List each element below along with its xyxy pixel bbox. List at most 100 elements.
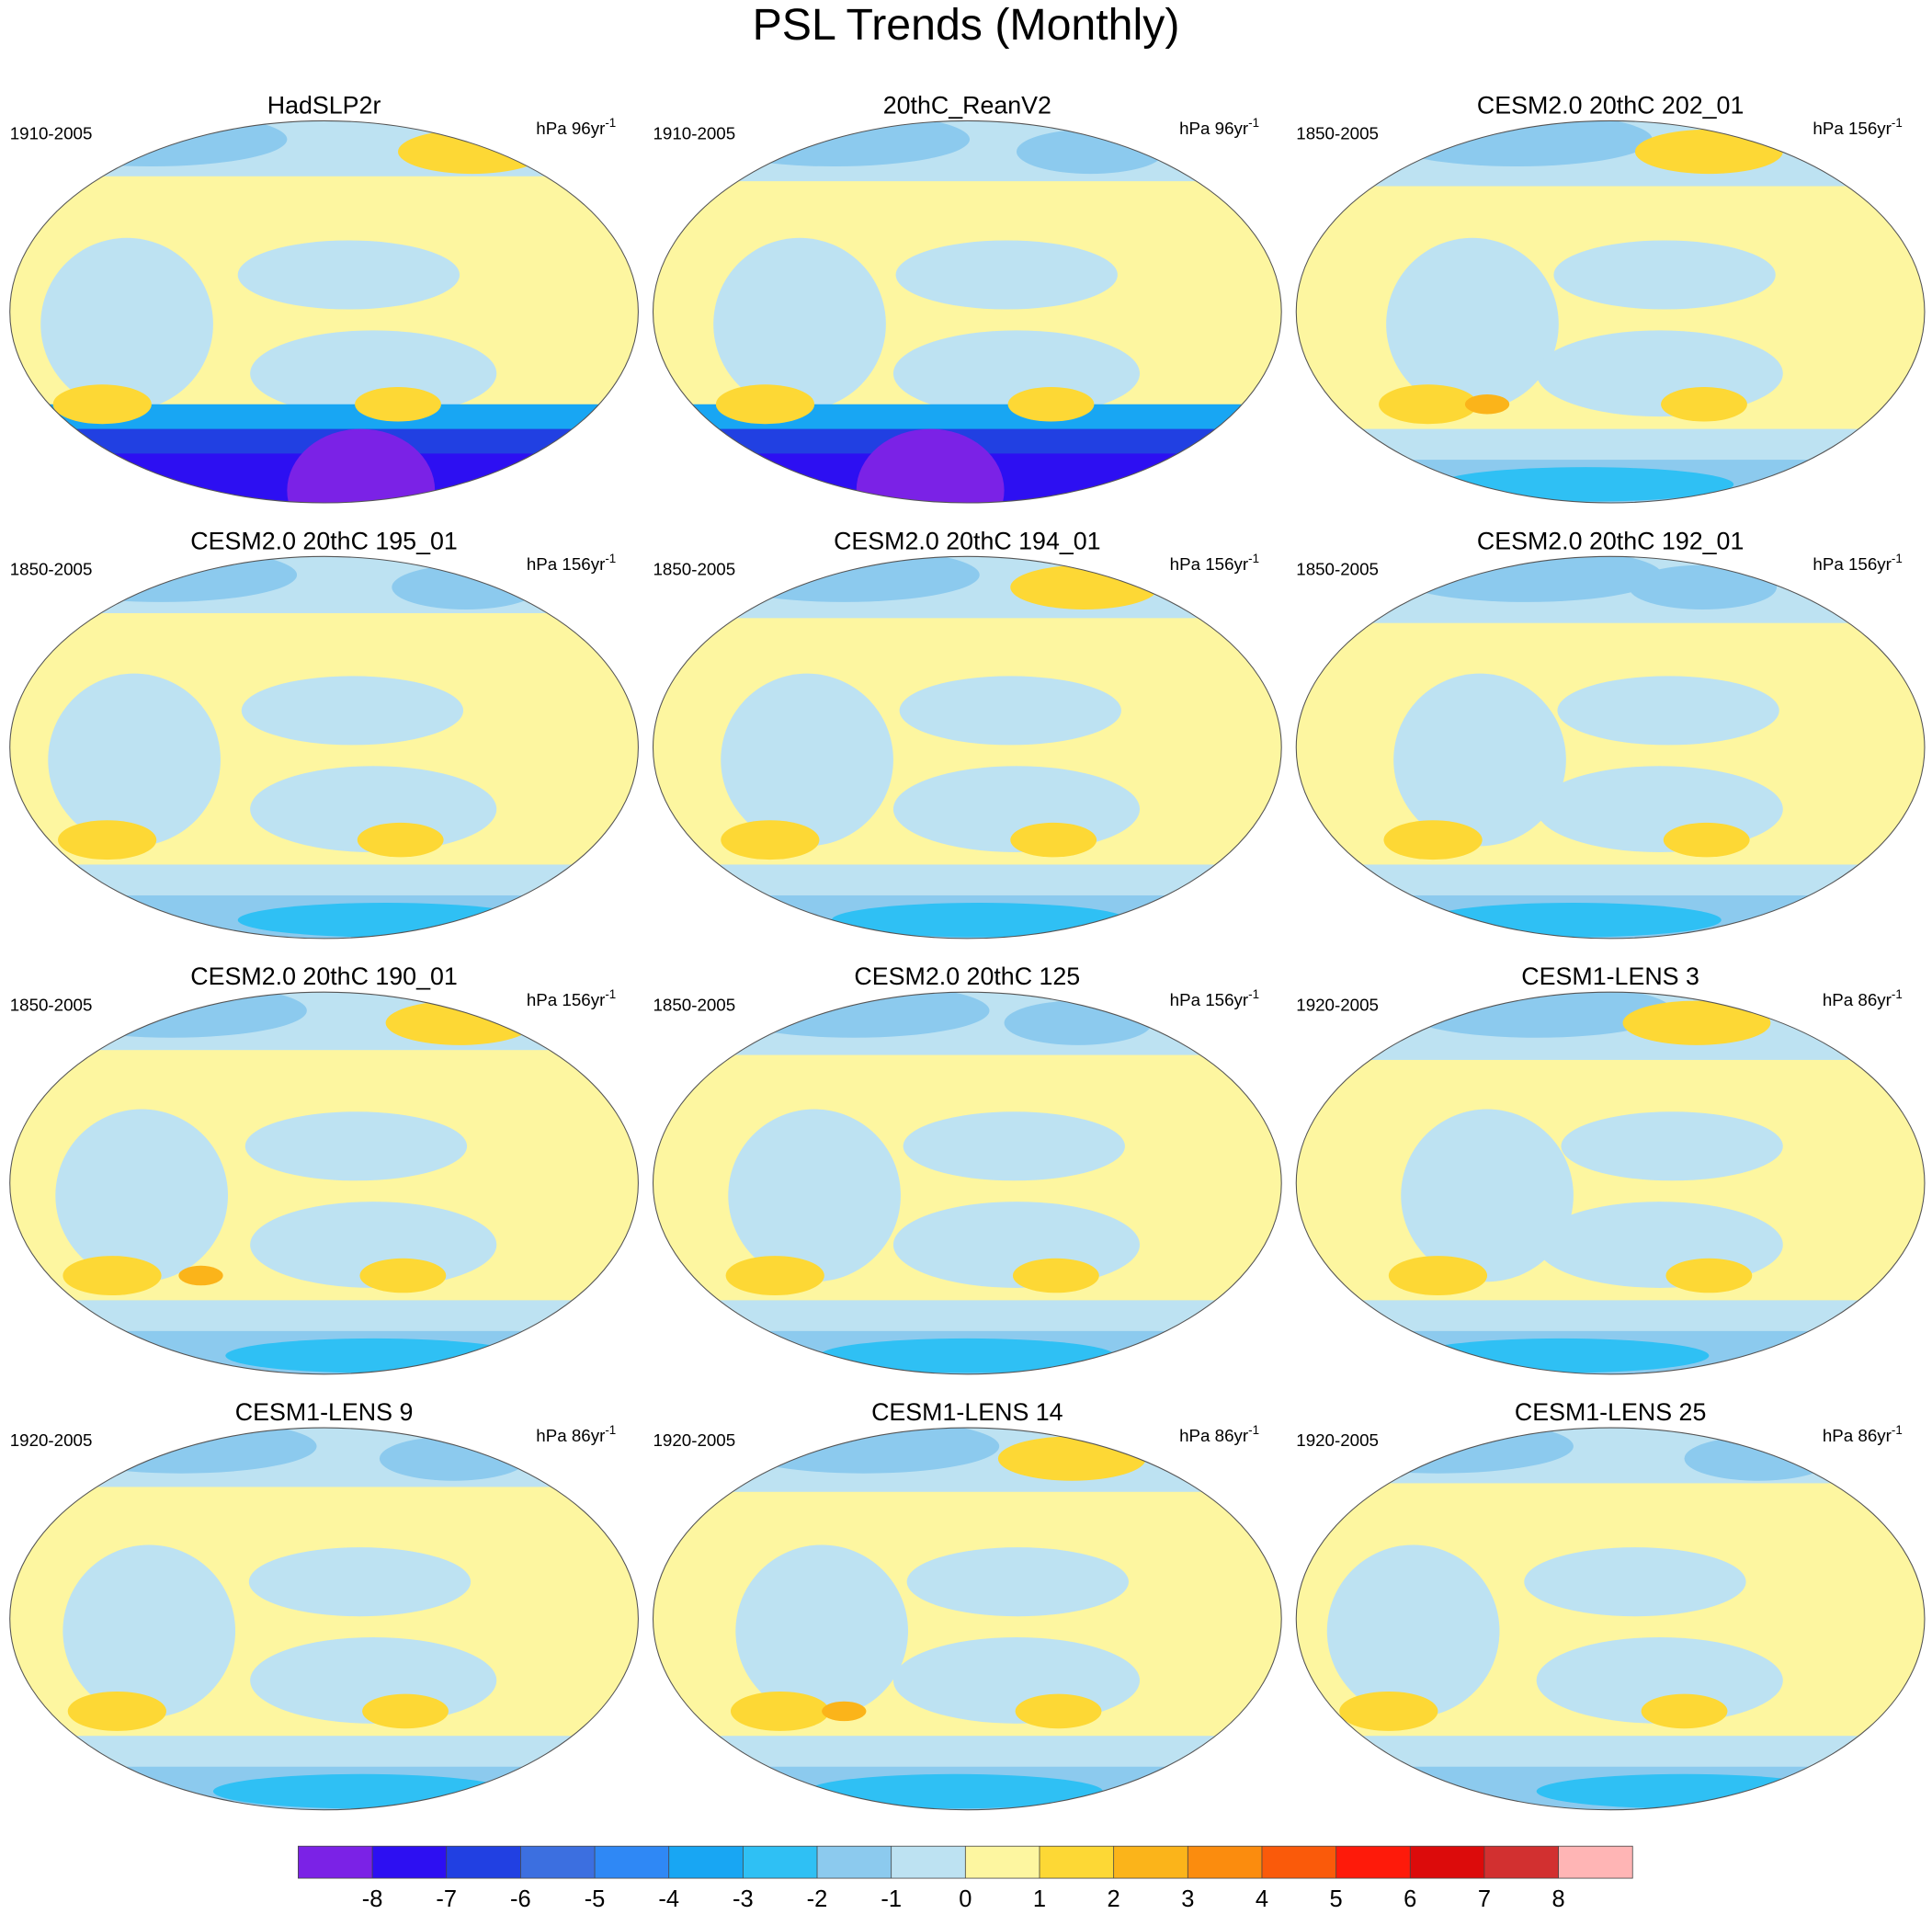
mid-blob	[1386, 237, 1559, 411]
colorbar-label: -2	[807, 1886, 828, 1912]
mid-blob	[906, 1547, 1129, 1617]
colorbar-cell	[1113, 1846, 1188, 1879]
map-panel: CESM2.0 20thC 125 1850-2005 hPa 156yr-1	[652, 963, 1282, 1375]
colorbar-label: -8	[362, 1886, 383, 1912]
mid-blob	[237, 240, 460, 310]
map	[1296, 992, 1925, 1374]
south-blob	[63, 1256, 162, 1295]
map-outline	[652, 120, 1282, 504]
north-blob	[699, 120, 971, 167]
units-text: hPa 156yr	[527, 554, 605, 574]
map-panel: HadSLP2r 1910-2005 hPa 96yr-1	[9, 91, 639, 504]
units-text: hPa 96yr	[536, 119, 605, 138]
south-blob	[715, 384, 815, 425]
mid-blob	[244, 1111, 468, 1181]
north-blob	[1634, 129, 1783, 175]
south-blob	[357, 822, 444, 858]
panel-title: CESM1-LENS 3	[1521, 963, 1699, 990]
units-sup: -1	[605, 552, 616, 565]
colorbar-cell	[965, 1846, 1040, 1879]
north-blob	[1622, 1000, 1771, 1045]
mid-blob	[1524, 1547, 1746, 1617]
map-outline	[9, 1427, 639, 1811]
north-blob	[997, 1436, 1146, 1481]
north-blob	[1010, 564, 1159, 610]
mid-blob	[1557, 676, 1779, 746]
map	[1296, 556, 1925, 939]
figure-title: PSL Trends (Monthly)	[753, 0, 1180, 50]
north-blob	[379, 1436, 528, 1481]
panel-title: CESM2.0 20thC 202_01	[1477, 91, 1744, 119]
north-blob	[1381, 120, 1653, 167]
north-blob	[718, 992, 990, 1038]
south-blob	[1464, 394, 1510, 415]
map-panel: CESM1-LENS 3 1920-2005 hPa 86yr-1	[1295, 963, 1926, 1375]
panel-units: hPa 86yr-1	[536, 1423, 616, 1445]
panel-period: 1920-2005	[1296, 1430, 1379, 1450]
colorbar-label: 1	[1033, 1886, 1046, 1912]
map	[9, 556, 639, 939]
south-blob	[725, 1256, 824, 1295]
colorbar-label: -1	[881, 1886, 902, 1912]
south-blob	[822, 1701, 867, 1722]
map-outline	[9, 991, 639, 1375]
units-sup: -1	[1248, 987, 1259, 1001]
mid-blob	[248, 1547, 472, 1617]
units-text: hPa 86yr	[1823, 990, 1892, 1009]
panel-units: hPa 96yr-1	[1179, 116, 1259, 138]
mid-blob	[55, 1109, 229, 1282]
mid-blob	[1326, 1544, 1500, 1718]
colorbar-cell	[1410, 1846, 1484, 1879]
panel-title: CESM1-LENS 9	[235, 1398, 414, 1426]
units-text: hPa 86yr	[536, 1426, 605, 1445]
panel-period: 1910-2005	[653, 124, 735, 143]
panel-period: 1920-2005	[10, 1430, 93, 1450]
units-text: hPa 96yr	[1179, 119, 1248, 138]
mid-blob	[63, 1544, 236, 1718]
panel-units: hPa 156yr-1	[1170, 552, 1259, 574]
map-outline	[1295, 991, 1926, 1375]
colorbar-label: 0	[959, 1886, 972, 1912]
map-panel: CESM2.0 20thC 190_01 1850-2005 hPa 156yr-1	[9, 963, 639, 1375]
south-blob	[212, 1773, 509, 1809]
south-blob	[856, 428, 1005, 504]
units-sup: -1	[1248, 552, 1259, 565]
panel-title: CESM1-LENS 25	[1515, 1398, 1707, 1426]
colorbar-label: -6	[510, 1886, 531, 1912]
panel-title: HadSLP2r	[267, 91, 381, 119]
map	[9, 1428, 639, 1810]
mid-blob	[735, 1544, 908, 1718]
map	[1296, 120, 1925, 504]
colorbar-cell	[668, 1846, 744, 1879]
colorbar-label: 7	[1478, 1886, 1491, 1912]
mid-blob	[1393, 673, 1566, 847]
panel-period: 1920-2005	[1296, 995, 1379, 1014]
north-blob	[1004, 1000, 1153, 1045]
colorbar: -8 -7 -6 -5 -4 -3 -2 -1 0 1 2 3 4 5 6 7 8	[298, 1845, 1633, 1912]
south-blob	[178, 1265, 223, 1286]
units-sup: -1	[1892, 1423, 1903, 1437]
panel-units: hPa 156yr-1	[1170, 987, 1259, 1009]
panel-title: CESM2.0 20thC 194_01	[834, 527, 1100, 554]
colorbar-cell	[1261, 1846, 1336, 1879]
south-blob	[1379, 384, 1478, 425]
south-blob	[355, 386, 441, 422]
south-blob	[1010, 822, 1097, 858]
south-blob	[1339, 1691, 1438, 1731]
map-outline	[1295, 555, 1926, 940]
north-blob	[392, 564, 540, 610]
south-blob	[1388, 1256, 1488, 1295]
mid-blob	[1553, 240, 1776, 310]
panel-period: 1850-2005	[10, 995, 93, 1014]
mid-blob	[895, 240, 1118, 310]
panel-period: 1910-2005	[10, 124, 93, 143]
panel-units: hPa 86yr-1	[1179, 1423, 1259, 1445]
map-panel: CESM1-LENS 25 1920-2005 hPa 86yr-1	[1295, 1398, 1926, 1811]
south-blob	[237, 903, 534, 938]
units-sup: -1	[605, 116, 616, 130]
mid-blob	[903, 1111, 1125, 1181]
south-blob	[1665, 1258, 1753, 1293]
colorbar-cell	[1483, 1846, 1559, 1879]
south-blob	[1413, 1338, 1710, 1373]
